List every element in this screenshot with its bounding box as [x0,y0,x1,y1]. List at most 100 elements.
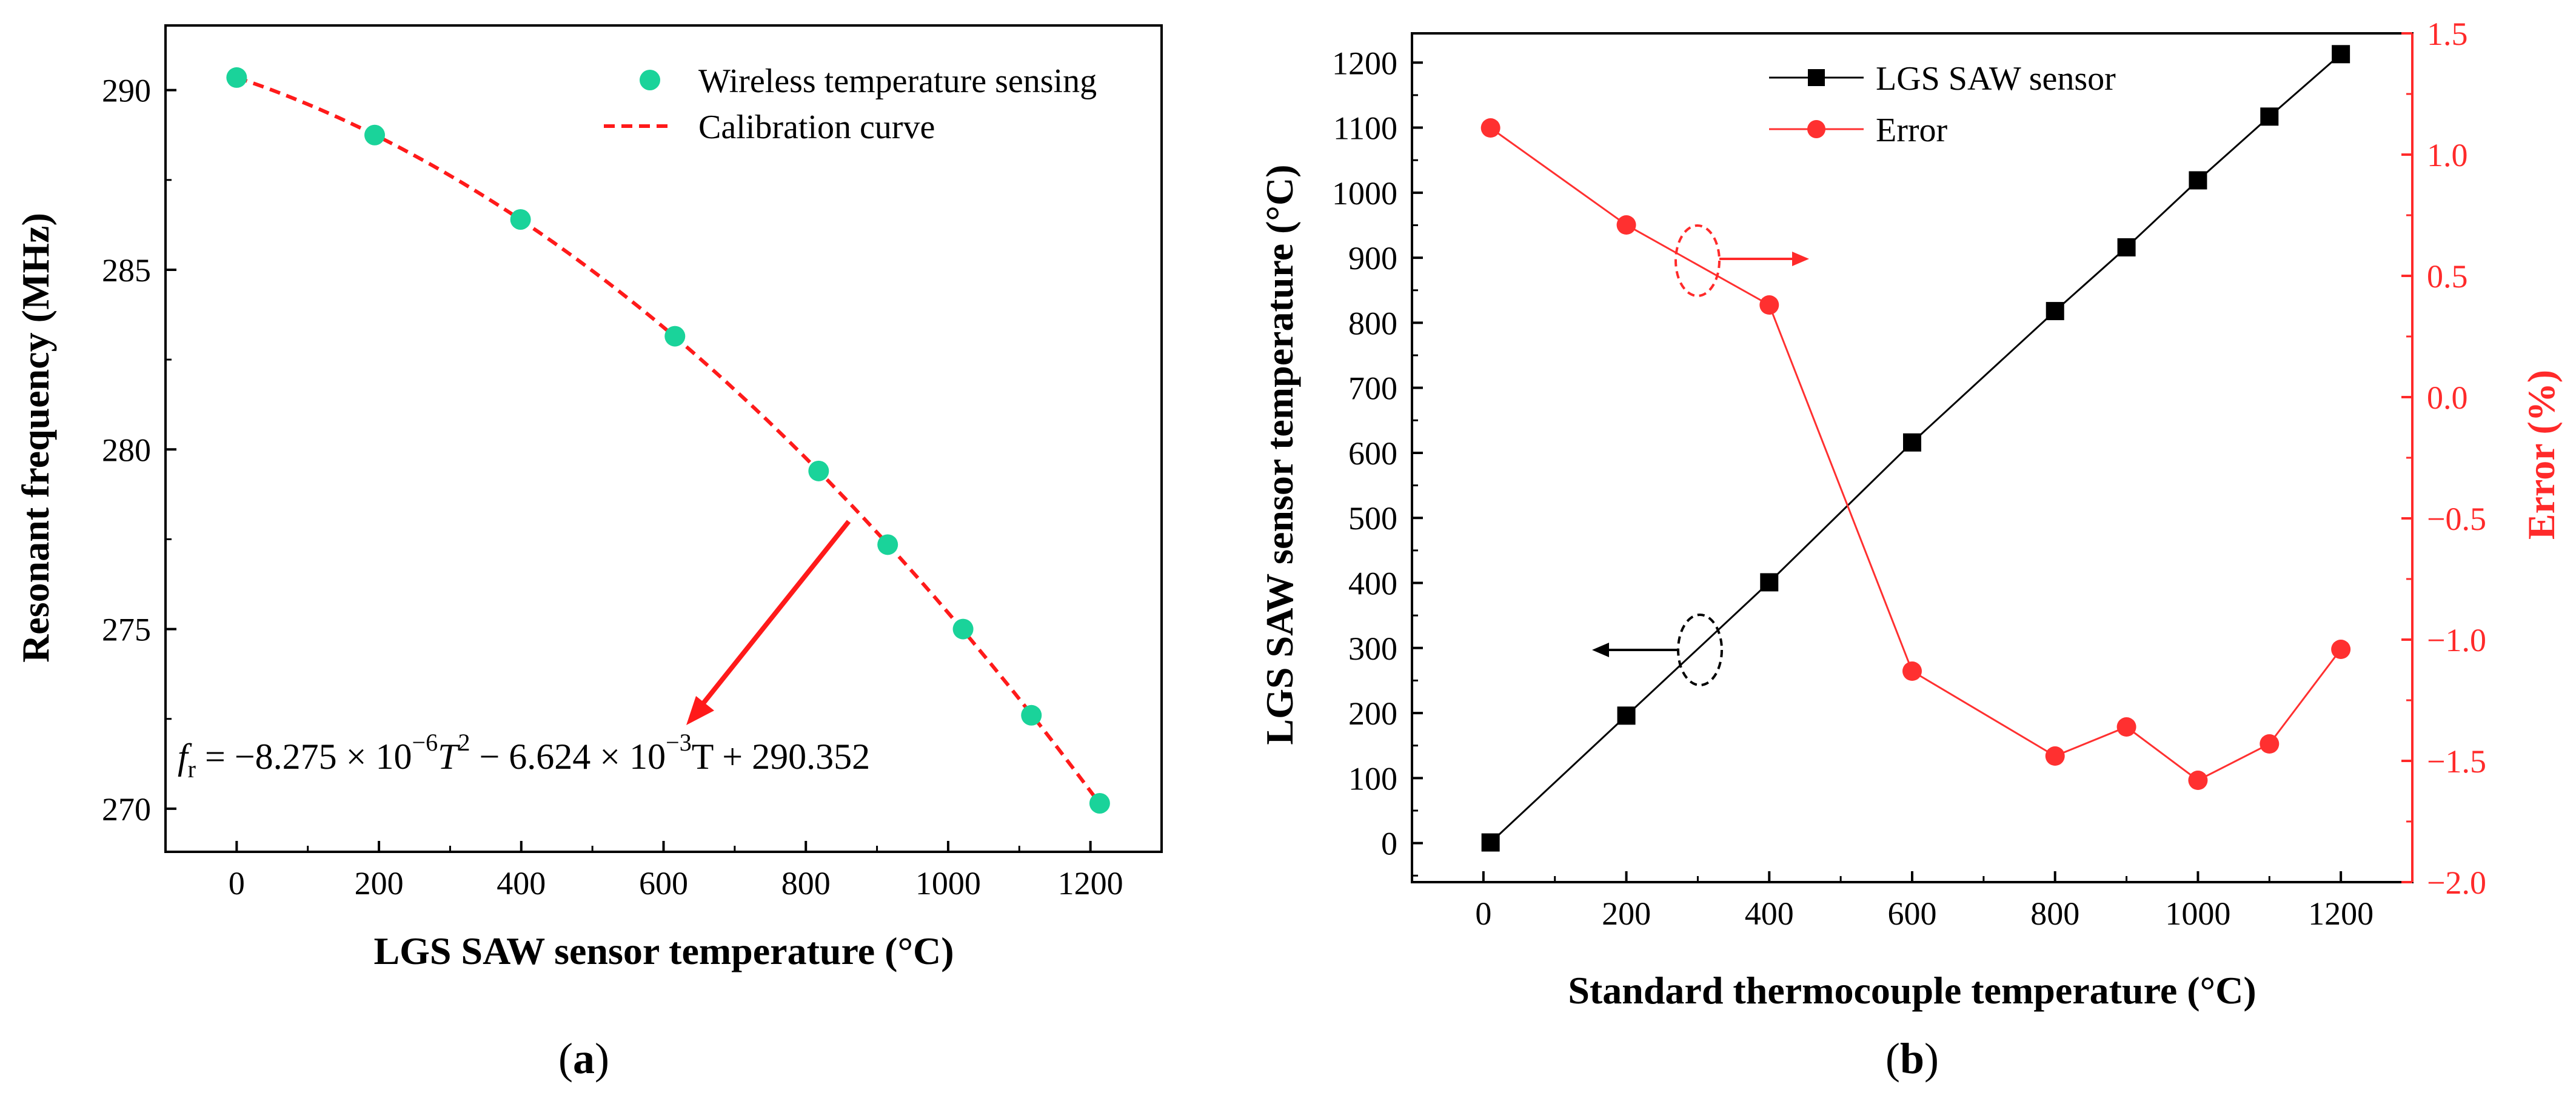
y-tick-label: 100 [1348,760,1397,797]
x-tick-label: 0 [229,865,245,902]
x-tick-label: 800 [2030,895,2079,932]
panel-a-data-points [226,67,1110,814]
x-tick-label: 0 [1475,895,1491,932]
y-tick-label: 285 [102,252,151,289]
panel-b-y-ticks: 0 100 200 300 400 500 600 700 800 900 1000 1100 1200 [1332,45,1423,877]
x-tick-label: 200 [1602,895,1651,932]
panel-a-label: (a) [558,1034,609,1083]
error-data-point [2045,746,2065,766]
sensor-data-point [1617,706,1636,725]
wireless-data-point [808,460,829,481]
error-data-point [2260,734,2280,754]
error-data-point [1759,295,1779,315]
panel-a-frame [164,24,1163,853]
sensor-data-point [1481,833,1500,852]
panel-b-x-ticks: 0 200 400 600 800 1000 1200 [1475,871,2374,932]
error-data-point [2331,640,2351,659]
y-tick-label: 1100 [1333,110,1397,147]
sensor-data-point [1760,573,1779,592]
equation-arrow [686,520,851,725]
panel-b-frame [1411,32,2414,883]
panel-b-y-axis-title: LGS SAW sensor temperature (°C) [1258,164,1301,745]
panel-b-y2-axis-title: Error (%) [2520,370,2563,540]
sensor-data-point [2260,107,2279,126]
error-data-point [1902,661,1922,681]
panel-a-x-axis-title: LGS SAW sensor temperature (°C) [373,929,954,972]
y-tick-label: 290 [102,73,151,109]
x-tick-label: 600 [1888,895,1937,932]
error-data-point [1480,118,1500,138]
panel-a-y-axis-title: Resonant frequency (MHz) [14,213,57,663]
sensor-data-point [2332,45,2350,64]
y-tick-label: 1000 [1332,175,1397,212]
wireless-data-point [664,326,686,347]
y2-tick-label: −2.0 [2427,865,2486,901]
y-tick-label: 270 [102,791,151,828]
x-tick-label: 600 [639,865,688,902]
y2-tick-label: 0.5 [2427,258,2468,295]
x-tick-label: 400 [497,865,546,902]
legend-marker-error [1807,120,1825,138]
error-data-point [2116,717,2136,737]
wireless-data-point [1089,792,1110,814]
legend-label-wireless: Wireless temperature sensing [698,62,1097,100]
y2-tick-label: 1.0 [2427,137,2468,173]
error-data-point [2188,771,2208,790]
x-tick-label: 200 [355,865,404,902]
y-tick-label: 300 [1348,631,1397,667]
calibration-curve-line [236,75,1103,807]
wireless-data-point [952,618,974,640]
legend-label-error: Error [1876,112,1948,149]
sensor-data-point [2046,302,2064,321]
panel-b-chart: 0 200 400 600 800 1000 1200 0 100 200 300 400 500 60… [1258,16,2563,1083]
sensor-data-point [1903,433,1921,452]
y2-tick-label: 0.0 [2427,380,2468,416]
y-tick-label: 900 [1348,240,1397,276]
y-tick-label: 1200 [1332,45,1397,81]
panel-a-legend: Wireless temperature sensing Calibration… [604,62,1097,146]
panel-b-y2-ticks: −2.0 −1.5 −1.0 −0.5 0.0 0.5 1.0 1.5 [2401,16,2486,901]
sensor-data-point [2117,238,2136,256]
y-tick-label: 500 [1348,500,1397,537]
y2-tick-label: −0.5 [2427,501,2486,537]
y-tick-label: 400 [1348,566,1397,602]
wireless-data-point [877,534,898,555]
panel-a-y-ticks: 270 275 280 285 290 [102,73,176,828]
error-axis-indicator [1674,224,1809,297]
x-tick-label: 1200 [2308,895,2374,932]
x-tick-label: 400 [1745,895,1794,932]
x-tick-label: 1000 [915,865,981,902]
panel-b-label: (b) [1885,1034,1939,1083]
panel-a-chart: 0 200 400 600 800 1000 1200 270 275 280 285 290 Wi… [14,24,1163,1083]
panel-b-x-axis-title: Standard thermocouple temperature (°C) [1568,969,2256,1012]
sensor-series-markers [1481,45,2350,852]
sensor-data-point [2189,171,2207,190]
y2-tick-label: −1.0 [2427,622,2486,658]
x-tick-label: 1000 [2165,895,2230,932]
panel-a-x-ticks: 0 200 400 600 800 1000 1200 [229,841,1123,902]
calibration-equation: fr = −8.275 × 10−6T2 − 6.624 × 10−3T + 2… [178,729,870,783]
y2-tick-label: 1.5 [2427,16,2468,52]
legend-marker-wireless [640,70,660,90]
y-tick-label: 0 [1381,826,1397,862]
error-data-point [1616,215,1636,235]
wireless-data-point [1021,704,1042,726]
wireless-data-point [364,124,386,146]
wireless-data-point [226,67,247,88]
y-tick-label: 280 [102,432,151,468]
x-tick-label: 800 [781,865,831,902]
y-tick-label: 275 [102,612,151,648]
y-tick-label: 600 [1348,435,1397,472]
y-tick-label: 700 [1348,370,1397,407]
error-series-markers [1480,118,2351,790]
legend-marker-sensor [1808,69,1825,86]
sensor-axis-indicator [1592,614,1723,686]
y-tick-label: 800 [1348,305,1397,341]
y2-tick-label: −1.5 [2427,743,2486,780]
y-tick-label: 200 [1348,695,1397,732]
panel-b-legend: LGS SAW sensor Error [1769,60,2116,149]
legend-label-calibration: Calibration curve [698,109,935,146]
x-tick-label: 1200 [1058,865,1123,902]
legend-label-sensor: LGS SAW sensor [1876,60,2116,98]
